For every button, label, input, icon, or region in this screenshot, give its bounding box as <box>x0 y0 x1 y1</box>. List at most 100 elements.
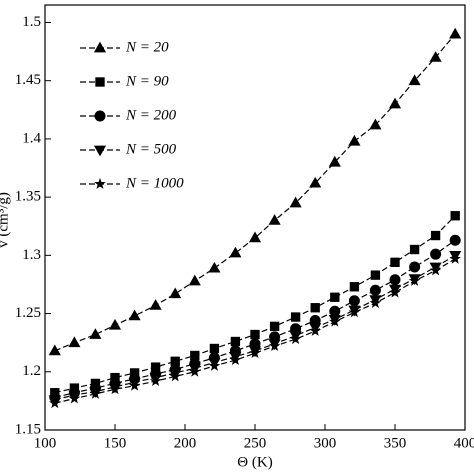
marker <box>430 230 441 241</box>
marker <box>108 318 122 330</box>
marker <box>128 379 141 391</box>
y-tick-label: 1.3 <box>22 247 41 263</box>
y-tick-label: 1.15 <box>15 421 41 437</box>
marker <box>89 328 102 339</box>
marker <box>169 287 182 299</box>
x-tick-label: 400 <box>454 435 474 451</box>
marker <box>208 359 221 371</box>
legend-label: N = 500 <box>125 141 177 157</box>
marker <box>249 347 261 359</box>
marker <box>390 257 400 268</box>
x-tick-label: 250 <box>244 435 267 451</box>
x-tick-label: 150 <box>104 435 127 451</box>
marker <box>349 282 360 292</box>
marker <box>429 264 442 276</box>
x-tick-label: 350 <box>384 435 407 451</box>
marker <box>369 284 381 296</box>
legend-marker <box>95 77 105 87</box>
marker <box>370 270 381 280</box>
marker <box>389 274 401 286</box>
marker <box>289 333 302 345</box>
marker <box>209 343 220 354</box>
marker <box>190 350 200 361</box>
y-tick-label: 1.2 <box>22 363 41 379</box>
marker <box>49 397 61 409</box>
legend-label: N = 90 <box>125 73 169 89</box>
marker <box>369 118 382 130</box>
marker <box>369 297 382 308</box>
marker <box>268 214 281 225</box>
marker <box>449 27 462 39</box>
y-tick-label: 1.4 <box>22 130 41 146</box>
marker <box>89 387 102 399</box>
legend-label: N = 20 <box>125 39 169 55</box>
marker <box>150 362 161 372</box>
marker <box>409 261 421 273</box>
marker <box>429 51 442 62</box>
marker <box>189 365 201 377</box>
x-tick-label: 100 <box>34 435 57 451</box>
series-line <box>54 33 456 352</box>
marker <box>348 306 361 318</box>
marker <box>170 356 180 366</box>
marker <box>268 340 281 352</box>
marker <box>310 303 320 313</box>
marker <box>110 372 120 383</box>
marker <box>329 315 341 327</box>
marker <box>149 375 162 386</box>
marker <box>149 299 162 310</box>
y-tick-label: 1.25 <box>15 305 41 321</box>
marker <box>129 368 140 378</box>
marker <box>68 336 81 348</box>
marker <box>348 134 361 146</box>
marker <box>208 261 221 273</box>
marker <box>328 155 341 167</box>
series-line <box>54 254 456 401</box>
marker <box>269 321 280 332</box>
marker <box>250 329 260 340</box>
y-tick-label: 1.35 <box>15 189 41 205</box>
marker <box>309 176 322 188</box>
marker <box>330 292 340 302</box>
marker <box>388 97 402 109</box>
y-tick-label: 1.45 <box>15 72 41 88</box>
marker <box>309 324 321 336</box>
legend-marker <box>94 110 106 122</box>
marker <box>389 286 401 298</box>
marker <box>188 274 201 286</box>
y-axis-label: v (cm³/g) <box>0 192 11 248</box>
marker <box>248 231 262 243</box>
marker <box>348 295 360 307</box>
marker <box>449 252 461 264</box>
marker <box>289 196 302 208</box>
series-line <box>54 215 456 394</box>
legend-marker <box>93 41 107 53</box>
marker <box>409 244 420 255</box>
marker <box>230 336 241 347</box>
marker <box>408 274 421 286</box>
legend-marker <box>94 177 106 189</box>
marker <box>68 392 81 404</box>
plot-frame <box>44 4 466 431</box>
marker <box>229 246 242 258</box>
marker <box>430 248 442 260</box>
y-tick-label: 1.5 <box>22 14 41 30</box>
legend-label: N = 200 <box>125 107 177 123</box>
legend-marker <box>93 145 107 157</box>
marker <box>109 383 121 395</box>
series-line <box>54 258 456 404</box>
marker <box>450 211 460 221</box>
marker <box>290 312 301 322</box>
marker <box>128 309 141 321</box>
marker <box>408 74 421 86</box>
marker <box>229 354 242 366</box>
marker <box>329 305 341 317</box>
marker <box>169 370 181 382</box>
x-axis-label: Θ (K) <box>237 454 272 470</box>
marker <box>48 344 61 356</box>
x-tick-label: 300 <box>314 435 337 451</box>
marker <box>449 234 461 246</box>
x-tick-label: 200 <box>174 435 197 451</box>
legend-label: N = 1000 <box>125 175 184 191</box>
